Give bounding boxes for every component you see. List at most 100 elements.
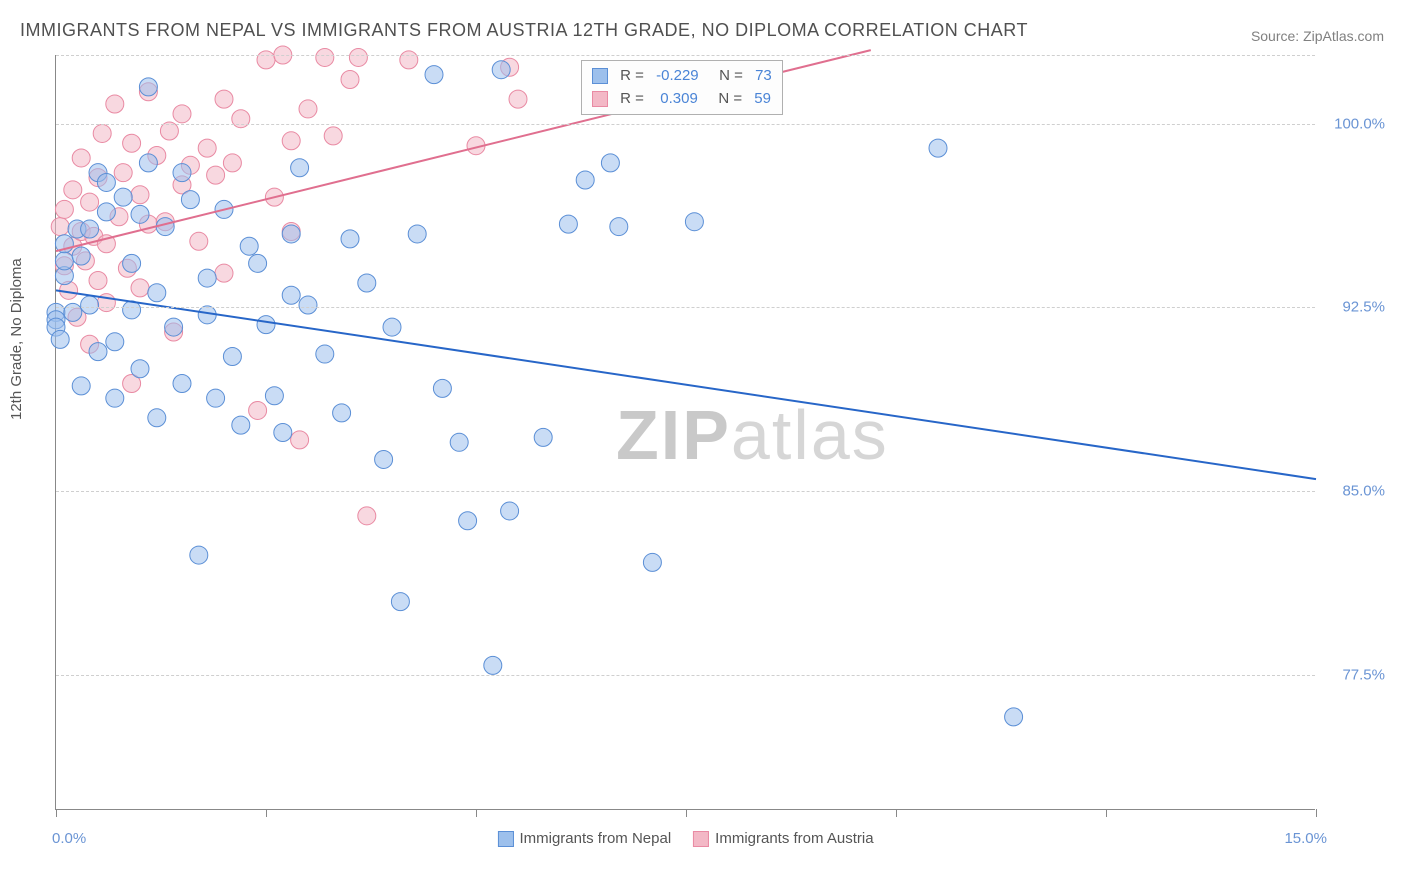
data-point xyxy=(72,149,90,167)
data-point xyxy=(223,154,241,172)
gridline xyxy=(56,675,1315,676)
x-tick xyxy=(686,809,687,817)
data-point xyxy=(89,272,107,290)
chart-title: IMMIGRANTS FROM NEPAL VS IMMIGRANTS FROM… xyxy=(20,20,1028,41)
data-point xyxy=(257,51,275,69)
gridline xyxy=(56,55,1315,56)
data-point xyxy=(123,301,141,319)
gridline xyxy=(56,124,1315,125)
data-point xyxy=(408,225,426,243)
x-tick xyxy=(266,809,267,817)
data-point xyxy=(106,389,124,407)
data-point xyxy=(148,284,166,302)
data-point xyxy=(425,66,443,84)
data-point xyxy=(509,90,527,108)
data-point xyxy=(257,316,275,334)
y-tick-label: 100.0% xyxy=(1334,115,1385,132)
data-point xyxy=(160,122,178,140)
data-point xyxy=(249,401,267,419)
data-point xyxy=(173,105,191,123)
y-tick-label: 77.5% xyxy=(1342,667,1385,684)
data-point xyxy=(341,71,359,89)
data-point xyxy=(274,424,292,442)
data-point xyxy=(55,252,73,270)
gridline xyxy=(56,491,1315,492)
data-point xyxy=(282,225,300,243)
data-point xyxy=(232,416,250,434)
data-point xyxy=(459,512,477,530)
data-point xyxy=(64,303,82,321)
data-point xyxy=(240,237,258,255)
data-point xyxy=(643,553,661,571)
data-point xyxy=(299,100,317,118)
data-point xyxy=(51,330,69,348)
data-point xyxy=(559,215,577,233)
x-min-label: 0.0% xyxy=(52,830,86,847)
data-point xyxy=(51,218,69,236)
data-point xyxy=(358,274,376,292)
x-tick xyxy=(56,809,57,817)
data-point xyxy=(123,254,141,272)
data-point xyxy=(383,318,401,336)
data-point xyxy=(190,232,208,250)
data-point xyxy=(291,159,309,177)
correlation-legend: R = -0.229 N = 73 R = 0.309 N = 59 xyxy=(581,60,783,115)
data-point xyxy=(349,48,367,66)
data-point xyxy=(139,78,157,96)
data-point xyxy=(131,360,149,378)
data-point xyxy=(207,166,225,184)
data-point xyxy=(114,188,132,206)
y-tick-label: 92.5% xyxy=(1342,299,1385,316)
data-point xyxy=(1005,708,1023,726)
data-point xyxy=(333,404,351,422)
data-point xyxy=(341,230,359,248)
data-point xyxy=(610,218,628,236)
data-point xyxy=(282,132,300,150)
data-point xyxy=(131,205,149,223)
legend-swatch xyxy=(592,68,608,84)
data-point xyxy=(316,345,334,363)
data-point xyxy=(97,173,115,191)
data-point xyxy=(198,269,216,287)
x-tick xyxy=(896,809,897,817)
correlation-row: R = 0.309 N = 59 xyxy=(592,88,772,111)
data-point xyxy=(106,333,124,351)
data-point xyxy=(215,264,233,282)
data-point xyxy=(198,139,216,157)
plot-area: ZIPatlas 77.5%85.0%92.5%100.0%0.0%15.0%I… xyxy=(55,55,1315,810)
data-point xyxy=(249,254,267,272)
data-point xyxy=(929,139,947,157)
data-point xyxy=(81,193,99,211)
data-point xyxy=(534,428,552,446)
chart-svg xyxy=(56,55,1315,809)
legend-label: Immigrants from Austria xyxy=(715,830,873,847)
x-max-label: 15.0% xyxy=(1284,830,1327,847)
data-point xyxy=(173,374,191,392)
data-point xyxy=(291,431,309,449)
data-point xyxy=(55,200,73,218)
data-point xyxy=(400,51,418,69)
data-point xyxy=(685,213,703,231)
legend-label: Immigrants from Nepal xyxy=(519,830,671,847)
data-point xyxy=(165,318,183,336)
data-point xyxy=(601,154,619,172)
data-point xyxy=(72,377,90,395)
data-point xyxy=(81,220,99,238)
data-point xyxy=(64,181,82,199)
trend-line xyxy=(56,290,1316,479)
data-point xyxy=(173,164,191,182)
x-tick xyxy=(476,809,477,817)
data-point xyxy=(223,348,241,366)
data-point xyxy=(391,593,409,611)
data-point xyxy=(265,387,283,405)
data-point xyxy=(232,110,250,128)
data-point xyxy=(207,389,225,407)
data-point xyxy=(93,124,111,142)
x-tick xyxy=(1106,809,1107,817)
data-point xyxy=(131,279,149,297)
source-label: Source: ZipAtlas.com xyxy=(1251,28,1384,44)
data-point xyxy=(89,343,107,361)
data-point xyxy=(106,95,124,113)
legend-item: Immigrants from Austria xyxy=(693,830,873,847)
data-point xyxy=(81,296,99,314)
